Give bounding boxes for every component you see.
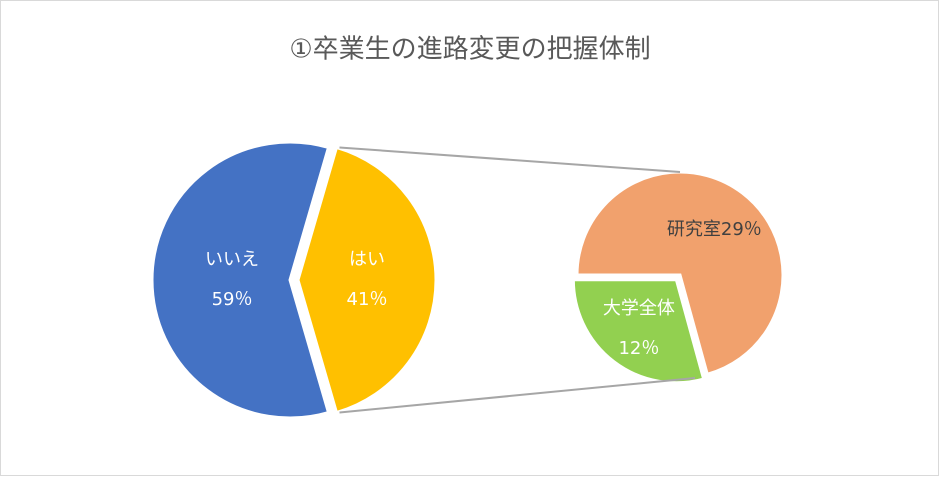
connector-line: [339, 377, 696, 414]
chart-title: ①卒業生の進路変更の把握体制: [289, 35, 650, 65]
value-label: 59％: [212, 289, 253, 310]
value-label: 41％: [347, 289, 388, 310]
category-label: はい: [349, 249, 385, 270]
category-label: いいえ: [205, 249, 259, 270]
category-label: 大学全体: [603, 298, 675, 319]
value-label: 29％: [721, 219, 762, 240]
pie-slice: [150, 140, 331, 420]
data-label: 研究室29％: [667, 219, 762, 240]
category-label: 研究室: [667, 219, 721, 240]
value-label: 12％: [618, 338, 659, 359]
pie-slice: [571, 278, 706, 385]
pie-slice: [296, 145, 438, 415]
pie-slice: [575, 170, 785, 377]
connector-line: [339, 146, 681, 173]
